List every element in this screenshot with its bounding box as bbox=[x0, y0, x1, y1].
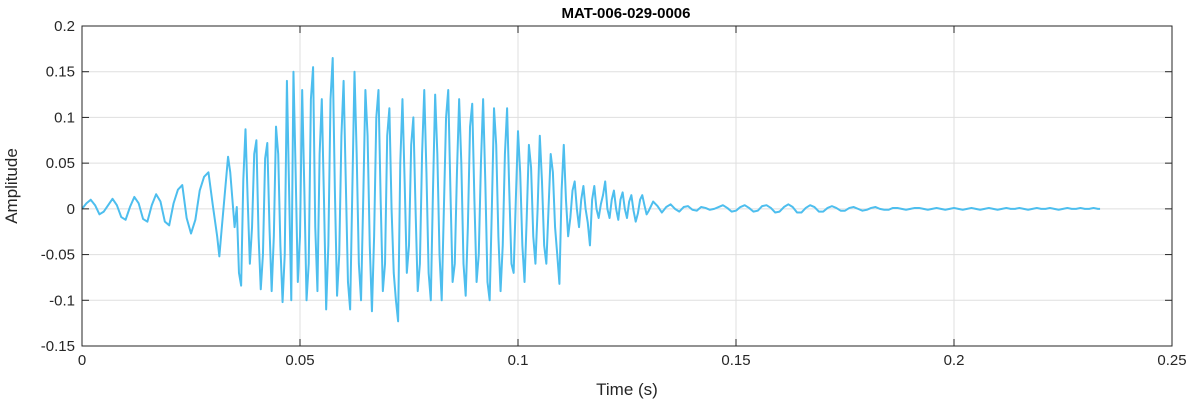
y-tick-label: 0.15 bbox=[46, 64, 75, 81]
y-tick-label: 0.1 bbox=[54, 109, 75, 126]
y-axis-label: Amplitude bbox=[2, 148, 21, 224]
chart-title: MAT-006-029-0006 bbox=[562, 5, 691, 22]
x-tick-label: 0.25 bbox=[1157, 352, 1186, 369]
x-axis-label: Time (s) bbox=[596, 380, 658, 399]
ticks: 0 0.05 0.1 0.15 0.2 0.25 -0.15 -0.1 -0.05 0 0.05 0.… bbox=[41, 18, 1187, 369]
y-tick-label: -0.05 bbox=[41, 247, 75, 264]
y-tick-label: 0 bbox=[67, 201, 75, 218]
y-tick-label: 0.05 bbox=[46, 155, 75, 172]
series-layer bbox=[81, 57, 1101, 323]
x-tick-label: 0.15 bbox=[721, 352, 750, 369]
y-tick-label: 0.2 bbox=[54, 18, 75, 35]
x-tick-label: 0.05 bbox=[285, 352, 314, 369]
x-tick-label: 0.1 bbox=[508, 352, 529, 369]
plot-box bbox=[81, 25, 1173, 347]
x-tick-label: 0 bbox=[78, 352, 86, 369]
series-line bbox=[81, 57, 1101, 323]
x-tick-label: 0.2 bbox=[944, 352, 965, 369]
y-tick-label: -0.15 bbox=[41, 338, 75, 355]
y-tick-label: -0.1 bbox=[49, 292, 75, 309]
plot-area bbox=[82, 26, 1172, 346]
